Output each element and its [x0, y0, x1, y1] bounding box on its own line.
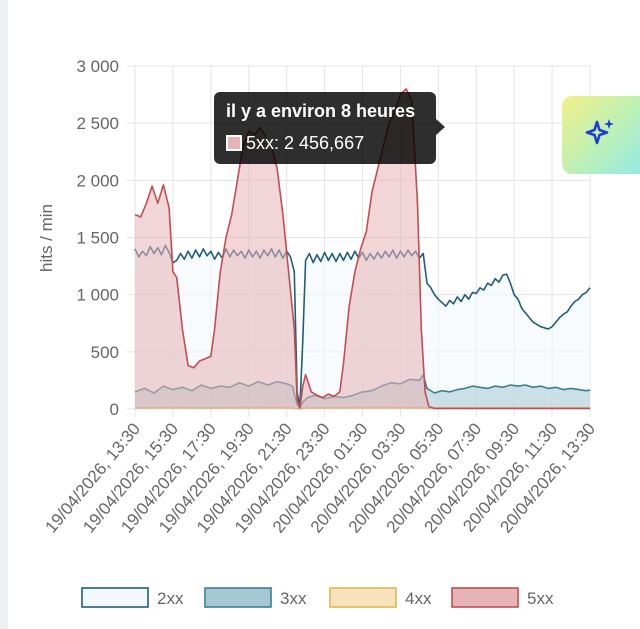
y-tick-label: 3 000 [76, 57, 119, 76]
y-tick-layer: 0 500 1 000 1 500 2 000 2 500 3 000 [76, 57, 119, 419]
series-layer [134, 88, 591, 410]
left-edge-panel [0, 0, 8, 629]
legend-label-3xx: 3xx [280, 589, 307, 608]
y-tick-label: 2 000 [76, 171, 119, 190]
legend: 2xx 3xx 4xx 5xx [81, 587, 554, 608]
tooltip-value: 5xx: 2 456,667 [246, 133, 365, 153]
legend-label-2xx: 2xx [157, 589, 184, 608]
ai-assistant-button[interactable] [562, 96, 640, 174]
y-tick-label: 1 000 [76, 286, 119, 305]
y-tick-label: 0 [110, 400, 119, 419]
legend-swatch-5xx [451, 587, 519, 608]
legend-label-5xx: 5xx [527, 589, 554, 608]
legend-swatch-4xx [329, 587, 397, 608]
y-tick-label: 2 500 [76, 114, 119, 133]
series-area-5xx [135, 88, 590, 410]
legend-label-4xx: 4xx [405, 589, 432, 608]
tooltip-caret [436, 119, 445, 135]
sparkle-icon [585, 119, 614, 145]
chart-tooltip: il y a environ 8 heures 5xx: 2 456,667 [214, 92, 436, 164]
legend-swatch-3xx [204, 587, 272, 608]
y-tick-label: 1 500 [76, 229, 119, 248]
y-axis-label: hits / min [37, 204, 56, 272]
legend-swatch-2xx [81, 587, 149, 608]
tooltip-color-swatch [226, 135, 242, 151]
tooltip-title: il y a environ 8 heures [226, 101, 416, 121]
y-tick-label: 500 [91, 343, 119, 362]
tooltip-row: 5xx: 2 456,667 [226, 132, 424, 154]
